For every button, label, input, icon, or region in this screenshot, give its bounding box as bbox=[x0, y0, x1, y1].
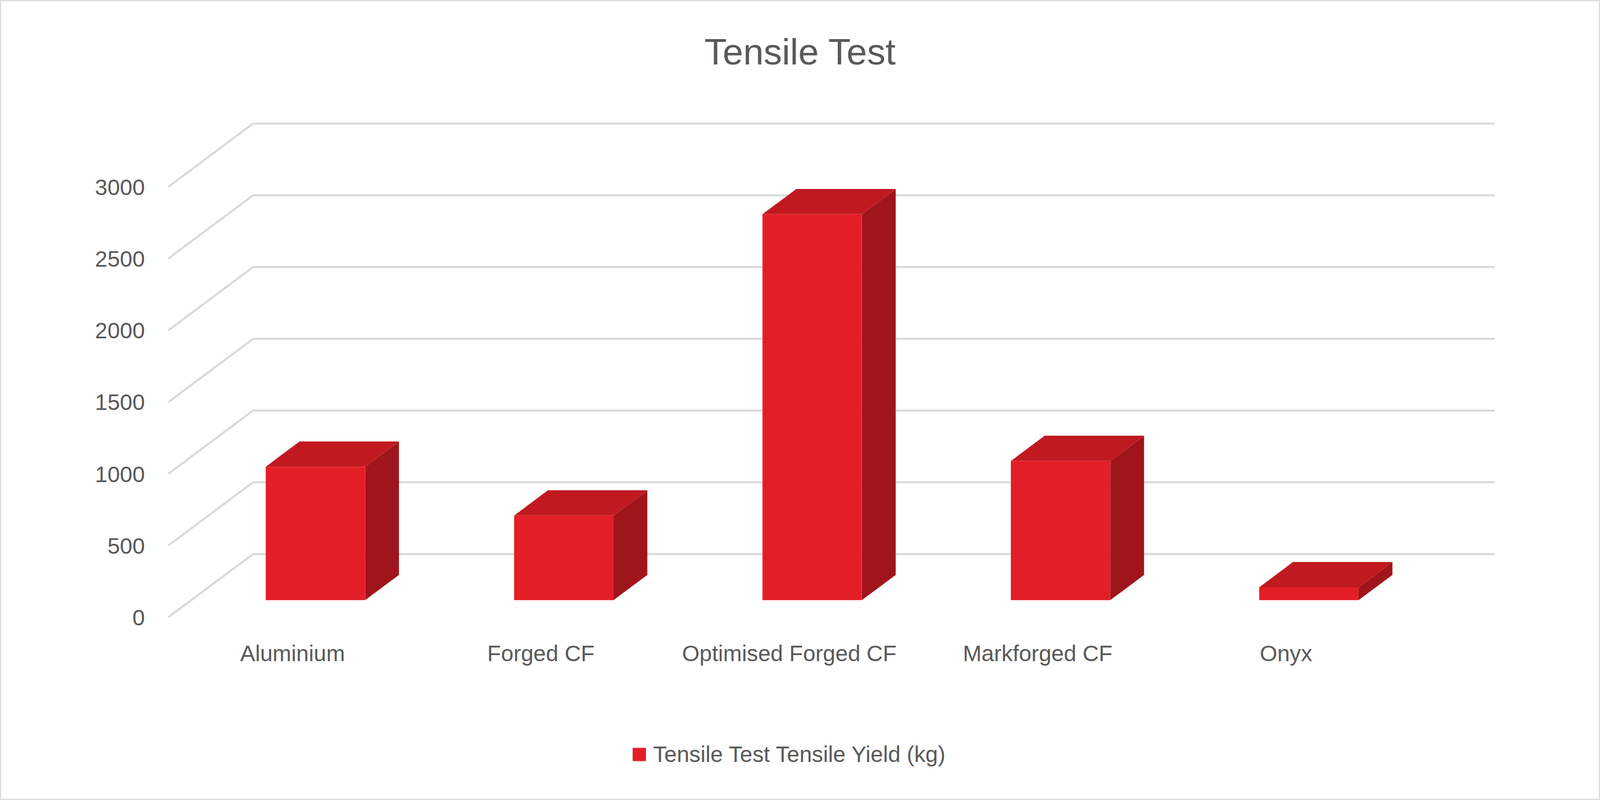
grid-line-side bbox=[168, 410, 253, 474]
grid-line bbox=[252, 122, 1495, 125]
bar-top bbox=[1010, 435, 1145, 462]
grid-line-side bbox=[168, 482, 253, 546]
bar bbox=[762, 189, 896, 601]
y-tick-label: 1000 bbox=[94, 461, 145, 488]
bar bbox=[514, 490, 648, 601]
x-tick-label: Optimised Forged CF bbox=[681, 640, 897, 667]
bars bbox=[265, 189, 1393, 601]
y-tick-label: 2500 bbox=[94, 246, 145, 272]
y-tick-label: 1500 bbox=[94, 390, 145, 416]
chart: Tensile Test 0 500 1000 1500 2000 2500 3000 Alum… bbox=[0, 0, 1600, 800]
legend-label: Tensile Test Tensile Yield (kg) bbox=[653, 741, 946, 768]
bar-side bbox=[1110, 435, 1144, 601]
y-tick-label: 2000 bbox=[94, 318, 145, 344]
bar-front bbox=[1259, 587, 1359, 601]
bar bbox=[1259, 562, 1393, 601]
bar-front bbox=[514, 515, 614, 601]
x-tick-label: Aluminium bbox=[240, 640, 346, 667]
bar-side bbox=[364, 441, 399, 601]
title: Tensile Test bbox=[704, 31, 896, 73]
x-tick-label: Markforged CF bbox=[962, 640, 1113, 667]
grid-line-side bbox=[168, 267, 253, 331]
y-tick-label: 0 bbox=[132, 605, 145, 631]
chart-border bbox=[0, 0, 1600, 800]
grid bbox=[168, 123, 1495, 618]
bar bbox=[265, 441, 400, 601]
bar-top bbox=[762, 189, 896, 215]
x-tick-label: Forged CF bbox=[487, 640, 595, 667]
bar-top bbox=[514, 490, 648, 516]
bar-side bbox=[862, 189, 896, 601]
bar-front bbox=[265, 466, 365, 601]
bar-front bbox=[762, 214, 862, 601]
bar-front bbox=[1010, 461, 1111, 601]
y-tick-label: 3000 bbox=[94, 174, 145, 201]
bar-top bbox=[1259, 562, 1393, 588]
grid-line-side bbox=[168, 123, 253, 187]
grid-line-side bbox=[168, 554, 253, 618]
legend: Tensile Test Tensile Yield (kg) bbox=[632, 741, 946, 768]
bar bbox=[1010, 435, 1145, 601]
grid-line-side bbox=[168, 195, 253, 259]
bar-top bbox=[265, 441, 400, 467]
x-tick-label: Onyx bbox=[1259, 640, 1313, 667]
legend-swatch bbox=[632, 747, 646, 762]
y-tick-label: 500 bbox=[107, 533, 145, 559]
grid-line-side bbox=[168, 338, 253, 403]
